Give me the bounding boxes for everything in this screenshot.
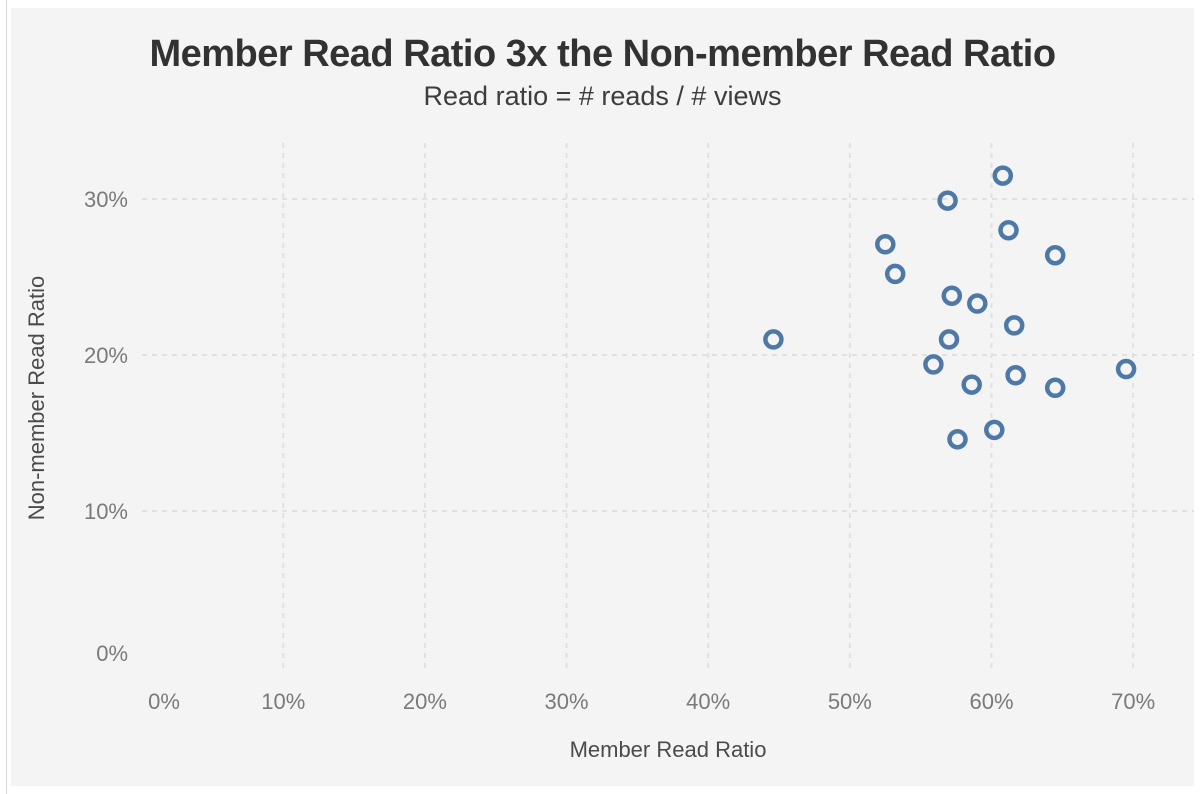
x-tick-label: 10% (261, 689, 305, 714)
y-tick-label: 0% (96, 641, 128, 666)
x-tick-label: 70% (1111, 689, 1155, 714)
y-tick-label: 30% (84, 187, 128, 212)
x-tick-label: 20% (403, 689, 447, 714)
scatter-point[interactable] (967, 293, 988, 314)
x-tick-label: 40% (686, 689, 730, 714)
y-axis-title: Non-member Read Ratio (24, 275, 49, 521)
scatter-point[interactable] (998, 219, 1019, 241)
scatter-point[interactable] (1005, 365, 1026, 386)
scatter-point[interactable] (992, 165, 1014, 186)
x-tick-label: 30% (545, 689, 589, 714)
scatter-point[interactable] (941, 285, 963, 306)
scatter-point[interactable] (923, 354, 944, 375)
scatter-point[interactable] (1044, 244, 1066, 266)
scatter-point[interactable] (937, 190, 958, 211)
chart-title: Member Read Ratio 3x the Non-member Read… (149, 33, 1056, 75)
y-tick-label: 20% (84, 343, 128, 368)
x-tick-label: 0% (148, 689, 180, 714)
scatter-point[interactable] (1044, 377, 1066, 399)
x-tick-label: 60% (969, 689, 1013, 714)
y-tick-label: 10% (84, 499, 128, 524)
x-tick-label: 50% (828, 689, 872, 714)
scatter-point[interactable] (884, 263, 906, 285)
chart-subtitle: Read ratio = # reads / # views (423, 81, 782, 111)
scatter-point[interactable] (763, 329, 784, 350)
window-edge-line (6, 0, 7, 794)
scatter-point[interactable] (1115, 358, 1137, 380)
scatter-point[interactable] (947, 428, 968, 450)
scatter-point[interactable] (875, 233, 896, 255)
scatter-point[interactable] (984, 419, 1005, 441)
scatter-point[interactable] (1003, 315, 1025, 336)
scatter-point[interactable] (961, 374, 982, 395)
chart-panel (11, 8, 1194, 786)
scatter-point[interactable] (938, 329, 960, 350)
x-axis-title: Member Read Ratio (569, 737, 767, 762)
